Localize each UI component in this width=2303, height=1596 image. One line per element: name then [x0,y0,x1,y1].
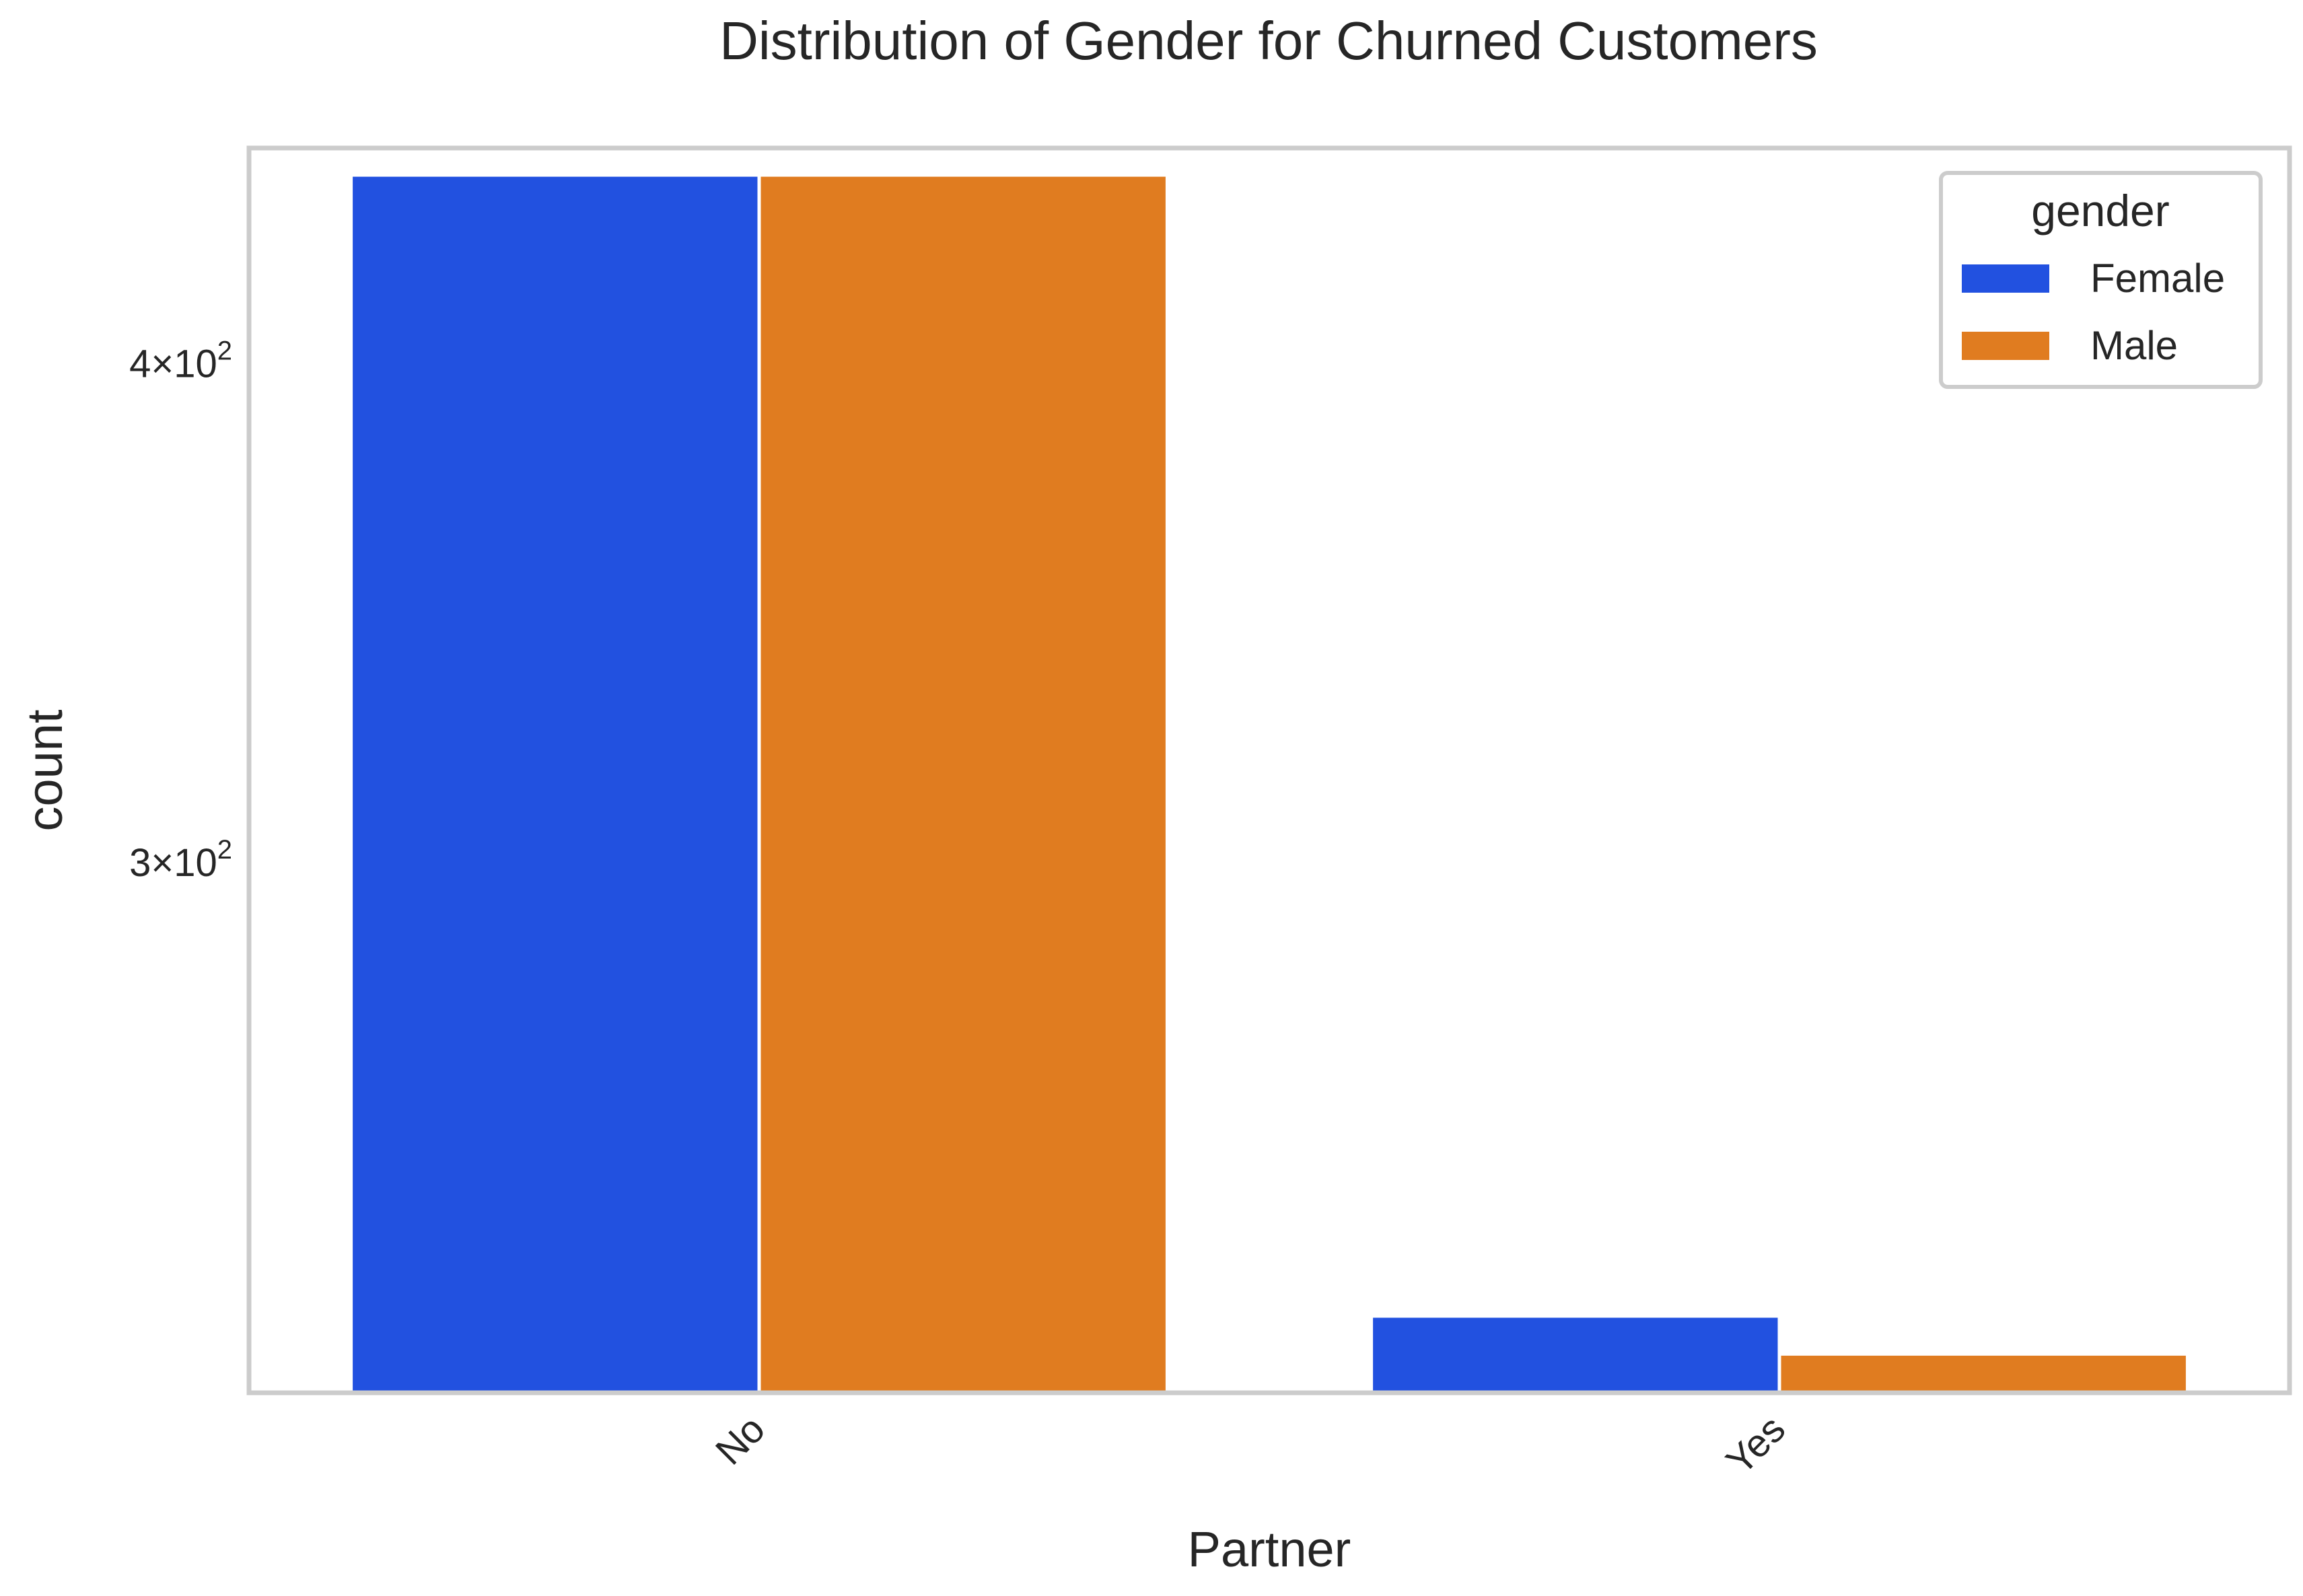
legend-title: gender [2031,186,2170,235]
legend: gender Female Male [1939,171,2263,389]
legend-label-male: Male [2090,323,2178,368]
bars-layer [349,173,2189,1395]
legend-swatch-female [1962,264,2049,293]
y-tick-label: 3×102 [129,835,232,885]
legend-entries: Female Male [1962,256,2225,368]
bar-no-male [757,173,1169,1395]
chart-title: Distribution of Gender for Churned Custo… [719,11,1818,71]
x-axis-label: Partner [1188,1521,1351,1577]
plot-frame [246,145,2292,1395]
bar-yes-female [1370,1314,1781,1395]
legend-swatch-male [1962,332,2049,360]
legend-label-female: Female [2090,256,2225,301]
bar-no-female [349,173,761,1395]
y-axis-ticks: 3×102 4×102 [129,336,232,885]
y-tick-label: 4×102 [129,336,232,386]
bar-yes-male [1777,1352,2189,1395]
y-axis-label: count [17,709,73,831]
